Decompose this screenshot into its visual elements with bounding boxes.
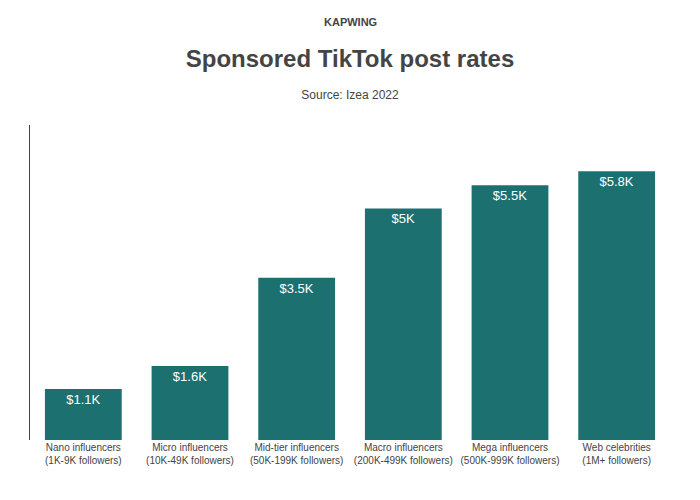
svg-text:KAPWING: KAPWING (324, 16, 377, 28)
svg-text:$5.8K: $5.8K (600, 174, 634, 189)
svg-text:$3.5K: $3.5K (280, 281, 314, 296)
svg-text:$1.6K: $1.6K (173, 369, 207, 384)
svg-text:$5.5K: $5.5K (493, 188, 527, 203)
svg-text:Micro influencers(10K-49K foll: Micro influencers(10K-49K followers) (146, 442, 234, 466)
svg-text:$5K: $5K (392, 211, 415, 226)
svg-text:Macro influencers(200K-499K fo: Macro influencers(200K-499K followers) (354, 442, 453, 466)
svg-text:Mid-tier influencers(50K-199K: Mid-tier influencers(50K-199K followers) (250, 442, 343, 466)
svg-text:$1.1K: $1.1K (66, 392, 100, 407)
svg-text:Web celebrities(1M+ followers): Web celebrities(1M+ followers) (582, 442, 651, 466)
svg-text:Source: Izea 2022: Source: Izea 2022 (301, 88, 399, 102)
svg-text:Mega influencers(500K-999K fol: Mega influencers(500K-999K followers) (461, 442, 560, 466)
svg-text:Nano influencers(1K-9K followe: Nano influencers(1K-9K followers) (45, 442, 122, 466)
svg-text:Sponsored TikTok post rates: Sponsored TikTok post rates (186, 45, 515, 72)
